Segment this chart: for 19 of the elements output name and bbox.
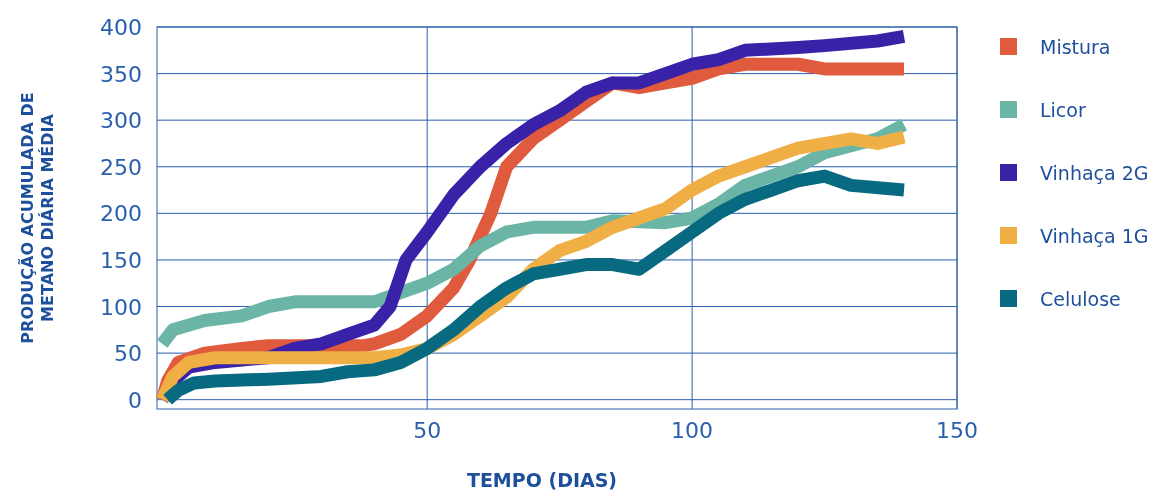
legend-label: Mistura bbox=[1040, 36, 1111, 58]
y-tick-label: 400 bbox=[100, 15, 142, 40]
legend-label: Licor bbox=[1040, 99, 1086, 121]
x-tick-label: 150 bbox=[936, 418, 978, 443]
y-axis-title: PRODUÇÃO ACUMULADA DE METANO DIÁRIA MÉDIA bbox=[18, 92, 57, 344]
legend-label: Vinhaça 1G bbox=[1040, 225, 1149, 247]
y-tick-label: 300 bbox=[100, 108, 142, 134]
x-tick-label: 100 bbox=[671, 418, 714, 443]
x-axis-title: TEMPO (DIAS) bbox=[466, 469, 618, 491]
legend-label: Vinhaça 2G bbox=[1040, 162, 1149, 184]
y-tick-label: 100 bbox=[100, 294, 142, 320]
legend-label: Celulose bbox=[1040, 288, 1121, 310]
y-tick-label: 0 bbox=[128, 387, 142, 413]
y-tick-label: 200 bbox=[100, 201, 142, 227]
x-tick-label: 50 bbox=[413, 418, 442, 443]
y-tick-label: 150 bbox=[100, 247, 142, 273]
y-tick-label: 350 bbox=[100, 61, 142, 87]
y-tick-label: 50 bbox=[114, 341, 142, 367]
y-tick-label: 250 bbox=[100, 154, 142, 180]
